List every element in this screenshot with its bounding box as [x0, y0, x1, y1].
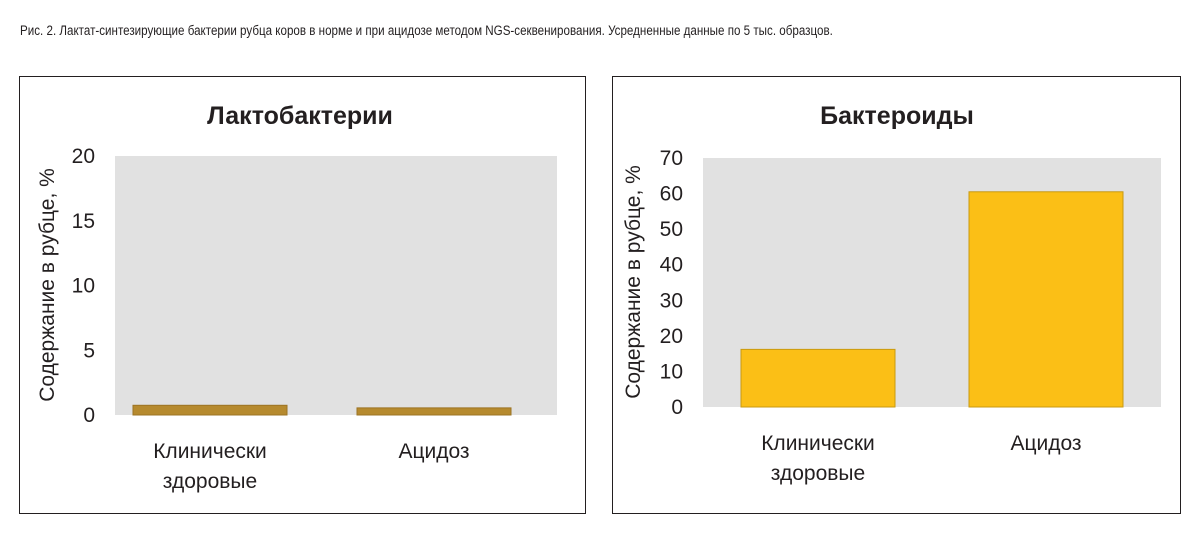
- y-tick-label: 60: [660, 183, 683, 206]
- bar: [356, 407, 512, 416]
- y-tick-label: 20: [72, 145, 95, 168]
- y-axis-label: Содержание в рубце, %: [36, 168, 59, 402]
- bar: [968, 191, 1124, 408]
- chart-panel-bacteroids: Бактероиды 0 10 20 30 40 50 60 70 Содержание в ру…: [612, 76, 1181, 514]
- bar: [132, 404, 288, 416]
- chart-lactobacteria: Лактобактерии 0 5 10 15 20 Содержание в рубце,…: [36, 102, 557, 493]
- y-tick-label: 10: [72, 275, 95, 298]
- bar: [740, 348, 896, 408]
- y-tick-label: 30: [660, 289, 683, 312]
- y-axis-label: Содержание в рубце, %: [622, 165, 645, 399]
- y-tick-label: 20: [660, 325, 683, 348]
- figure-caption: Рис. 2. Лактат-синтезирующие бактерии ру…: [20, 23, 833, 38]
- x-category-label: Клинически здоровые: [153, 440, 267, 493]
- x-category-label: Ацидоз: [1010, 432, 1081, 455]
- y-tick-label: 0: [671, 396, 683, 419]
- y-tick-label: 5: [83, 339, 95, 362]
- y-tick-label: 70: [660, 147, 683, 170]
- chart-bacteroids: Бактероиды 0 10 20 30 40 50 60 70 Содержание в ру…: [622, 102, 1161, 485]
- y-tick-label: 10: [660, 360, 683, 383]
- y-tick-label: 40: [660, 254, 683, 277]
- plot-area: [115, 156, 557, 415]
- x-category-label: Клинически здоровые: [761, 432, 875, 485]
- chart-title: Лактобактерии: [207, 102, 393, 130]
- y-tick-label: 0: [83, 404, 95, 427]
- y-tick-label: 50: [660, 218, 683, 241]
- y-tick-label: 15: [72, 210, 95, 233]
- chart-title: Бактероиды: [820, 102, 974, 130]
- x-category-label: Ацидоз: [398, 440, 469, 463]
- chart-panel-lactobacteria: Лактобактерии 0 5 10 15 20 Содержание в рубце,…: [19, 76, 586, 514]
